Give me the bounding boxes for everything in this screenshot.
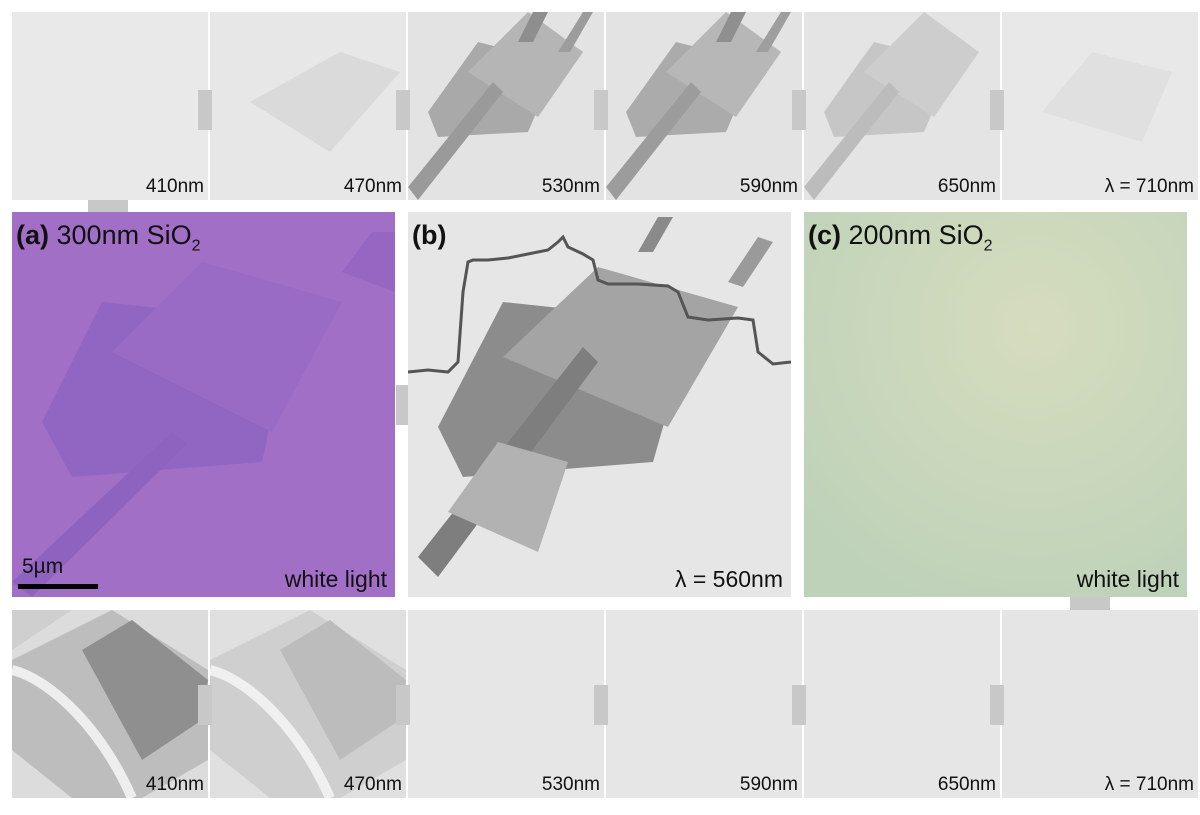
connector xyxy=(594,685,608,725)
tile-image xyxy=(804,12,1000,200)
tile-image xyxy=(12,12,208,200)
panel-c-title: (c) 200nm SiO2 xyxy=(808,220,993,255)
scale-bar xyxy=(18,584,98,589)
tile-image xyxy=(1002,12,1198,200)
panel-b: (b) λ = 560nm xyxy=(408,212,791,597)
tile-image xyxy=(408,12,604,200)
tile-image xyxy=(606,610,802,798)
panel-a-corner-label: white light xyxy=(284,566,387,592)
top-tile-710: λ = 710nm xyxy=(1002,12,1198,200)
bottom-tile-590: 590nm xyxy=(606,610,802,798)
tile-label: 410nm xyxy=(145,176,204,197)
panel-title-subscript: 2 xyxy=(983,237,993,255)
panel-a: (a) 300nm SiO2 5µm white light xyxy=(12,212,395,597)
connector xyxy=(1070,597,1110,611)
tile-image xyxy=(12,610,208,798)
connector xyxy=(990,685,1004,725)
tile-label: 410nm xyxy=(145,774,204,795)
tile-label: 530nm xyxy=(541,774,600,795)
bottom-tile-710: λ = 710nm xyxy=(1002,610,1198,798)
connector xyxy=(396,385,410,425)
connector xyxy=(198,90,212,130)
tile-label: 530nm xyxy=(541,176,600,197)
tile-image xyxy=(210,12,406,200)
top-tile-410: 410nm xyxy=(12,12,208,200)
connector xyxy=(990,90,1004,130)
connector xyxy=(198,685,212,725)
tile-label: λ = 710nm xyxy=(1104,176,1194,197)
panel-a-image xyxy=(12,212,395,597)
tile-image xyxy=(804,610,1000,798)
tile-image xyxy=(606,12,802,200)
tile-label: 650nm xyxy=(937,176,996,197)
connector xyxy=(88,200,128,214)
tile-label: 470nm xyxy=(343,774,402,795)
tile-label: λ = 710nm xyxy=(1104,774,1194,795)
connector xyxy=(396,90,410,130)
connector xyxy=(792,685,806,725)
height-profile-line xyxy=(408,234,791,374)
panel-tag: (a) xyxy=(16,220,49,250)
scale-bar-label: 5µm xyxy=(22,555,64,578)
tile-image xyxy=(1002,610,1198,798)
connector xyxy=(396,685,410,725)
panel-a-title: (a) 300nm SiO2 xyxy=(16,220,201,255)
tile-label: 590nm xyxy=(739,774,798,795)
top-tile-590: 590nm xyxy=(606,12,802,200)
panel-c: (c) 200nm SiO2 white light xyxy=(804,212,1187,597)
tile-label: 590nm xyxy=(739,176,798,197)
panel-tag: (b) xyxy=(412,220,447,250)
tile-label: 650nm xyxy=(937,774,996,795)
panel-c-corner-label: white light xyxy=(1076,566,1179,592)
top-tile-530: 530nm xyxy=(408,12,604,200)
panel-c-image xyxy=(804,212,1187,597)
bottom-tile-410: 410nm xyxy=(12,610,208,798)
tile-label: 470nm xyxy=(343,176,402,197)
tile-image xyxy=(408,610,604,798)
top-tile-470: 470nm xyxy=(210,12,406,200)
panel-title-subscript: 2 xyxy=(191,237,201,255)
panel-tag: (c) xyxy=(808,220,841,250)
connector xyxy=(594,90,608,130)
panel-title-text: 300nm SiO xyxy=(56,220,192,250)
panel-title-text: 200nm SiO xyxy=(848,220,984,250)
panel-b-image xyxy=(408,212,791,597)
bottom-tile-530: 530nm xyxy=(408,610,604,798)
top-tile-650: 650nm xyxy=(804,12,1000,200)
panel-b-title: (b) xyxy=(412,220,446,251)
bottom-tile-470: 470nm xyxy=(210,610,406,798)
panel-b-corner-label: λ = 560nm xyxy=(674,566,783,592)
tile-image xyxy=(210,610,406,798)
connector xyxy=(792,90,806,130)
bottom-tile-650: 650nm xyxy=(804,610,1000,798)
